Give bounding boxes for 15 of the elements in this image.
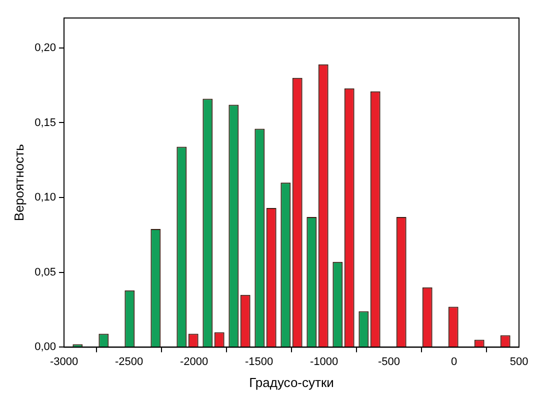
x-tick-label: -2500 [114,356,144,368]
x-tick-label: -500 [378,356,400,368]
y-tick-label: 0,10 [34,192,56,204]
y-axis-title: Вероятность [11,144,26,222]
x-tick-label: 500 [510,356,528,368]
x-axis-title: Градусо-сутки [249,374,334,390]
x-tick-label: -2000 [180,356,208,368]
y-tick-label: 0,05 [34,266,56,278]
y-tick-label: 0,15 [34,116,56,129]
x-tick-label: -3000 [50,356,78,368]
x-tick-label: -1000 [310,356,338,368]
y-tick-label: 0,20 [34,42,56,54]
y-tick-label: 0,00 [34,341,56,354]
x-tick-label: -1500 [244,356,274,368]
x-tick-label: 0 [450,356,458,368]
